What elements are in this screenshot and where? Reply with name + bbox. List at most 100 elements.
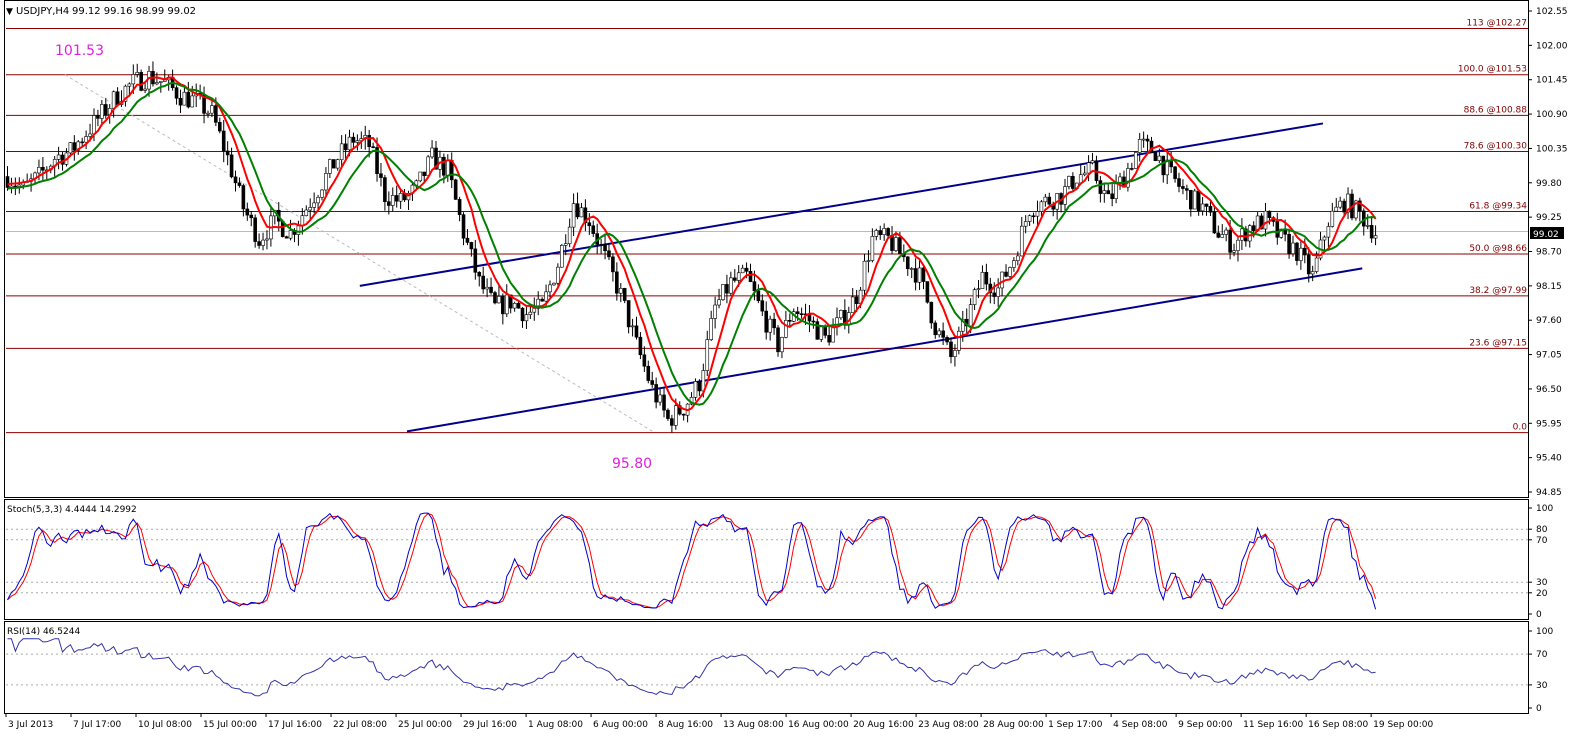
current-price-box [1530, 227, 1564, 239]
candle-body [1365, 225, 1370, 227]
candle-body [37, 166, 41, 174]
candle-body [56, 154, 61, 160]
candle-body [1004, 271, 1008, 277]
candle-body [1149, 140, 1154, 154]
time-axis: 3 Jul 2013 7 Jul 17:00 10 Jul 08:00 15 Jul … [5, 713, 1433, 730]
candle-body [453, 179, 458, 200]
candle-body [497, 296, 501, 304]
price-tick-label-12: 95.95 [1536, 419, 1562, 429]
candle-body [383, 177, 387, 202]
candle-body [1263, 210, 1268, 230]
candle-body [662, 394, 666, 411]
candle-body [1067, 175, 1071, 187]
candle-body [1322, 236, 1327, 241]
high-price-label: 101.53 [55, 43, 104, 59]
candle-body [304, 209, 309, 217]
candle-body [1031, 215, 1036, 218]
candle-body [331, 159, 336, 169]
candle-body [1086, 162, 1091, 174]
candle-body [1275, 221, 1280, 238]
candle-body [461, 214, 466, 239]
candle-body [1251, 225, 1256, 231]
candle-body [681, 413, 686, 416]
candle-body [882, 228, 886, 236]
candle-body [807, 314, 812, 322]
candle-body [760, 300, 765, 312]
time-tick-label-19: 11 Sep 16:00 [1243, 720, 1303, 730]
candle-body [217, 122, 222, 132]
candlesticks [5, 61, 1378, 433]
candle-body [1047, 196, 1052, 205]
time-tick-label-20: 16 Sep 08:00 [1308, 720, 1368, 730]
candle-body [1098, 180, 1103, 194]
candle-body [296, 225, 301, 235]
candle-body [80, 141, 84, 144]
candle-body [854, 296, 859, 304]
candle-body [445, 160, 450, 176]
candle-body [442, 156, 446, 176]
price-tick-label-9: 97.60 [1536, 316, 1562, 326]
stoch-panel[interactable] [4, 499, 1529, 620]
price-panel[interactable] [4, 0, 1529, 498]
candle-body [862, 260, 867, 291]
price-tick-label-3: 100.90 [1536, 110, 1568, 120]
candle-body [100, 104, 104, 119]
candle-body [957, 330, 961, 351]
candle-body [312, 202, 316, 208]
candle-body [693, 381, 698, 398]
candle-body [764, 310, 769, 333]
candle-body [1165, 159, 1170, 176]
candle-body [493, 292, 497, 304]
price-tick-label-13: 95.40 [1536, 454, 1562, 464]
current-price-label: 99.02 [1533, 230, 1559, 240]
candle-body [905, 256, 910, 270]
fib-level-label-3: 78.6 @100.30 [1464, 142, 1528, 152]
candle-body [725, 284, 729, 294]
stoch-tick-label-4: 20 [1536, 589, 1548, 599]
time-tick-label-4: 17 Jul 16:00 [268, 720, 322, 730]
candle-body [536, 298, 541, 309]
candle-body [210, 105, 214, 114]
candle-body [434, 147, 438, 170]
time-tick-label-11: 13 Aug 08:00 [723, 720, 784, 730]
dropdown-triangle-icon[interactable]: ▼ [6, 7, 13, 17]
candle-body [1016, 255, 1020, 261]
fib-level-label-0: 113 @102.27 [1466, 18, 1527, 28]
candle-body [1369, 225, 1374, 239]
candle-body [111, 91, 116, 109]
candle-body [626, 300, 631, 328]
time-tick-label-12: 16 Aug 00:00 [788, 720, 849, 730]
candle-body [241, 185, 246, 210]
candle-body [245, 208, 250, 216]
candle-body [41, 166, 45, 171]
channel-upper-line [359, 122, 1324, 287]
candle-body [587, 222, 592, 227]
candle-body [1110, 193, 1114, 200]
candle-body [740, 267, 745, 274]
candle-body [103, 104, 108, 116]
candle-body [866, 260, 871, 262]
candle-body [1259, 215, 1264, 230]
price-tick-label-2: 101.45 [1536, 76, 1568, 86]
candle-body [784, 320, 788, 338]
candle-body [143, 88, 147, 91]
candle-body [622, 288, 627, 301]
candle-body [831, 326, 835, 343]
candle-body [214, 105, 218, 123]
candle-body [917, 267, 922, 283]
candle-body [709, 318, 713, 340]
candle-body [92, 115, 96, 135]
candle-body [1157, 155, 1162, 161]
candle-body [367, 135, 371, 147]
candle-body [980, 271, 985, 289]
candle-body [886, 228, 890, 236]
rsi-panel[interactable] [4, 621, 1529, 714]
candle-body [1035, 211, 1040, 217]
time-tick-label-3: 15 Jul 00:00 [203, 720, 257, 730]
time-tick-label-21: 19 Sep 00:00 [1373, 720, 1433, 730]
candle-body [84, 136, 88, 143]
price-tick-label-0: 102.55 [1536, 7, 1568, 17]
candle-body [1236, 239, 1240, 251]
candle-body [379, 173, 383, 178]
